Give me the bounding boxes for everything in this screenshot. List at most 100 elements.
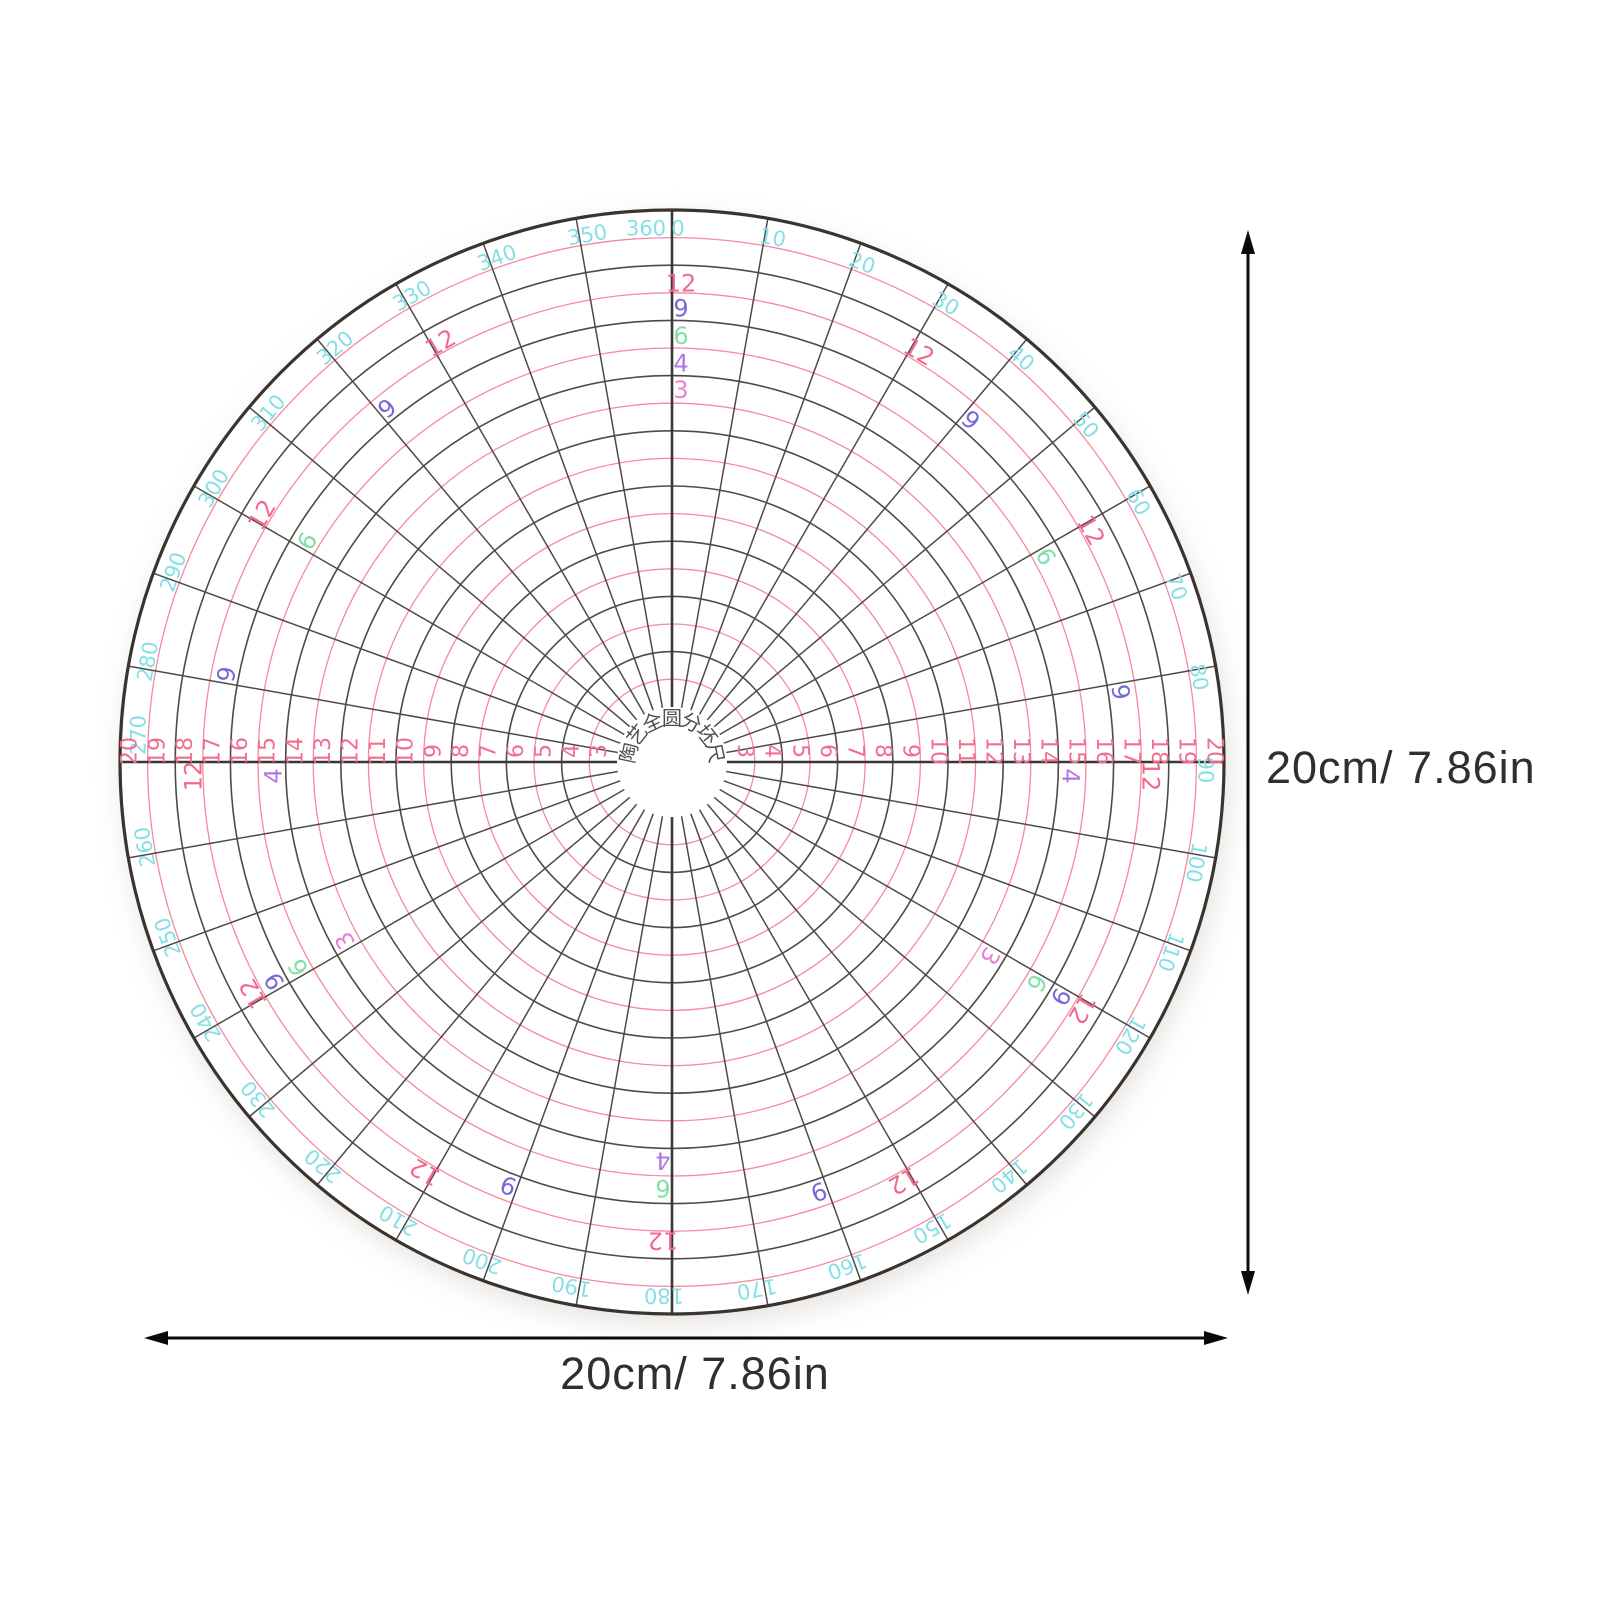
radial-line-20 [690,243,862,711]
center-title-char-3: 圆 [662,706,682,730]
ring-number-right-20: 20 [1201,737,1226,765]
ring-number-right-15: 15 [1063,737,1088,765]
radial-line-210 [395,809,646,1241]
division-label-12-at-0: 12 [666,270,697,298]
radial-line-350 [575,218,664,708]
radial-line-110 [723,780,1191,952]
ring-number-left-11: 11 [366,737,391,765]
degree-label-180: 180 [644,1284,684,1308]
ring-number-left-6: 6 [504,744,529,758]
radial-line-150 [698,809,949,1241]
division-label-6-at-180: 6 [655,1174,670,1202]
ring-number-right-7: 7 [843,744,868,758]
radial-line-260 [128,770,618,859]
ring-number-left-12: 12 [339,737,364,765]
radial-line-330 [395,283,646,715]
division-label-3-at-0: 3 [673,376,688,404]
dimension-arrows [144,230,1255,1345]
ring-number-left-3: 3 [587,744,612,758]
ring-number-right-6: 6 [815,744,840,758]
ring-number-right-19: 19 [1174,737,1199,765]
radial-line-200 [482,813,654,1281]
height-dimension-label: 20cm/ 7.86in [1266,742,1536,793]
ring-number-right-3: 3 [732,744,757,758]
ring-number-right-18: 18 [1146,737,1171,765]
radial-line-170 [680,816,769,1306]
division-label-4-at-180: 4 [655,1146,670,1174]
ring-number-right-11: 11 [953,737,978,765]
radial-line-340 [482,243,654,711]
degree-label-80: 80 [1185,662,1213,692]
ring-number-left-10: 10 [394,737,419,765]
division-label-9-at-80: 9 [1105,682,1135,702]
division-label-4-at-0: 4 [673,350,688,378]
radial-line-220 [316,803,638,1186]
ring-number-left-9: 9 [421,744,446,758]
division-label-12-at-90: 12 [1136,761,1164,792]
radial-line-230 [248,796,631,1118]
center-hub [617,707,727,817]
ring-number-left-18: 18 [173,737,198,765]
division-label-6-at-0: 6 [673,322,688,350]
ring-number-right-13: 13 [1008,737,1033,765]
radial-line-120 [719,788,1151,1039]
ring-number-left-16: 16 [228,737,253,765]
center-title-char-0: 陶 [615,741,643,766]
degree-label-0: 0 [671,216,684,240]
degree-label-10: 10 [757,224,787,252]
radial-line-320 [316,338,638,721]
width-dimension-label: 20cm/ 7.86in [560,1348,830,1399]
height-arrowhead-top [1241,230,1255,254]
degree-label-90: 90 [1194,757,1218,784]
ring-number-right-12: 12 [981,737,1006,765]
width-arrowhead-right [1204,1331,1228,1345]
ring-number-left-13: 13 [311,737,336,765]
radial-line-40 [706,338,1028,721]
division-label-4-at-90: 4 [1056,768,1084,783]
division-label-4-at-270: 4 [260,768,288,783]
radial-line-240 [193,788,625,1039]
radial-line-290 [153,572,621,744]
ring-number-right-17: 17 [1119,737,1144,765]
outer-edge-circle [118,208,1226,1316]
radial-line-190 [575,816,664,1306]
radial-line-50 [713,406,1096,728]
degree-label-270: 270 [126,715,150,755]
division-label-9-at-0: 9 [673,294,688,322]
radial-line-280 [128,665,618,754]
ring-number-left-7: 7 [477,744,502,758]
division-label-9-at-280: 9 [212,664,242,684]
radial-line-130 [713,796,1096,1118]
division-label-12-at-270: 12 [180,761,208,792]
radial-line-300 [193,485,625,736]
height-arrowhead-bottom [1241,1271,1255,1295]
ring-number-right-10: 10 [925,737,950,765]
radial-line-10 [680,218,769,708]
ring-number-right-5: 5 [787,744,812,758]
radial-line-310 [248,406,631,728]
ring-number-right-9: 9 [898,744,923,758]
ring-number-left-8: 8 [449,744,474,758]
degree-label-360: 360 [626,216,666,240]
radial-line-100 [726,770,1216,859]
division-label-12-at-180: 12 [648,1226,679,1254]
radial-line-250 [153,780,621,952]
ring-number-left-14: 14 [283,737,308,765]
radial-line-160 [690,813,862,1281]
ring-number-left-15: 15 [256,737,281,765]
width-arrowhead-left [144,1331,168,1345]
radial-line-60 [719,485,1151,736]
ring-number-right-4: 4 [760,744,785,758]
ring-number-left-5: 5 [532,744,557,758]
radial-line-140 [706,803,1028,1186]
ring-number-left-4: 4 [559,744,584,758]
center-title-char-6: 尺 [701,741,729,766]
ring-number-right-8: 8 [870,744,895,758]
radial-line-30 [698,283,949,715]
ring-number-left-19: 19 [145,737,170,765]
ring-number-left-17: 17 [201,737,226,765]
ring-number-right-14: 14 [1036,737,1061,765]
ring-number-left-20: 20 [118,737,143,765]
